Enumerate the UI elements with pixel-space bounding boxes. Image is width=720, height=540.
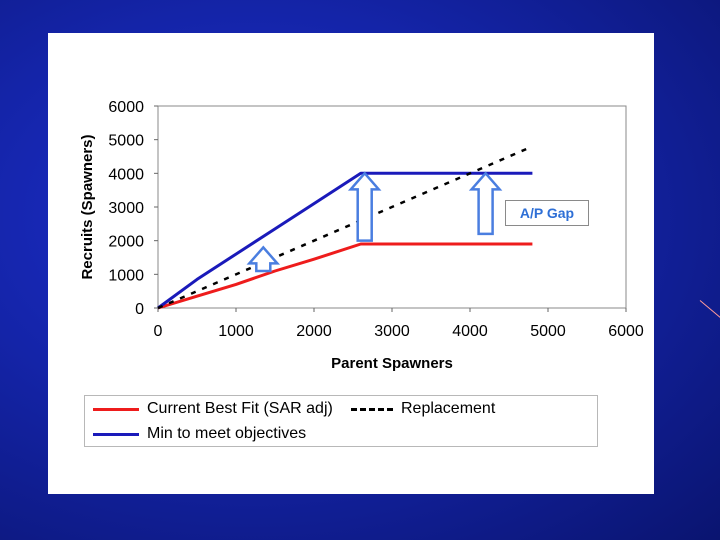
series-line-2: [157, 145, 533, 310]
y-tick-label: 4000: [108, 166, 144, 183]
gap-arrow-2: [468, 171, 503, 236]
y-tick-label: 0: [135, 301, 144, 318]
series-line-1: [157, 171, 533, 310]
x-tick-label: 3000: [374, 323, 410, 340]
gap-arrow-0: [246, 245, 281, 273]
legend-item-best-fit: Current Best Fit (SAR adj): [93, 400, 333, 418]
legend-label-best-fit: Current Best Fit (SAR adj): [147, 400, 333, 417]
y-tick-label: 2000: [108, 234, 144, 251]
x-axis-label: Parent Spawners: [331, 355, 453, 372]
legend-swatch-min-objectives: [93, 432, 139, 436]
y-tick-label: 3000: [108, 200, 144, 217]
legend-swatch-best-fit: [93, 407, 139, 411]
legend-item-replacement: Replacement: [351, 400, 495, 418]
y-axis-label: Recruits (Spawners): [79, 134, 96, 279]
legend: Current Best Fit (SAR adj) Replacement M…: [84, 395, 598, 447]
x-tick-label: 4000: [452, 323, 488, 340]
x-tick-label: 1000: [218, 323, 254, 340]
legend-label-min-objectives: Min to meet objectives: [147, 425, 307, 442]
legend-label-replacement: Replacement: [401, 400, 496, 417]
legend-item-min-objectives: Min to meet objectives: [93, 425, 306, 443]
x-tick-label: 5000: [530, 323, 566, 340]
y-tick-label: 6000: [108, 99, 144, 116]
y-tick-label: 5000: [108, 133, 144, 150]
y-tick-label: 1000: [108, 267, 144, 284]
series-line-0: [157, 242, 533, 310]
gap-label: A/P Gap: [505, 200, 589, 226]
x-tick-label: 2000: [296, 323, 332, 340]
legend-swatch-replacement: [351, 407, 393, 411]
x-tick-label: 0: [154, 323, 163, 340]
gap-arrow-1: [347, 171, 382, 242]
x-tick-label: 6000: [608, 323, 644, 340]
